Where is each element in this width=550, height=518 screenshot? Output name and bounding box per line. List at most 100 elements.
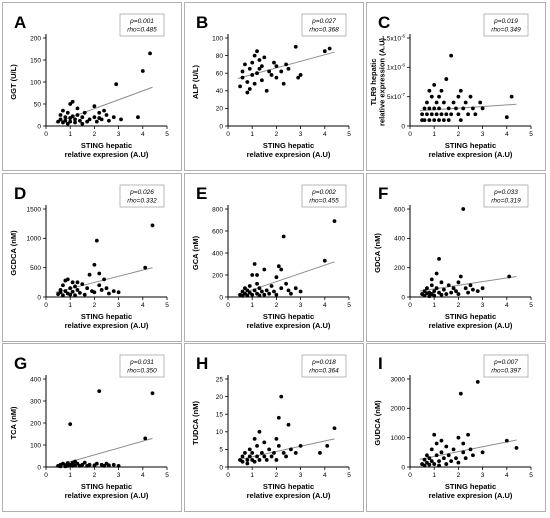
data-point: [471, 453, 475, 458]
rho-value: rho=0.397: [491, 368, 521, 375]
data-point: [68, 286, 73, 291]
x-tick-label: 5: [165, 472, 169, 479]
data-point: [264, 288, 269, 293]
x-tick-label: 5: [529, 131, 533, 138]
data-point: [434, 286, 439, 291]
data-point: [439, 450, 444, 455]
data-point: [463, 100, 468, 105]
data-point: [449, 53, 454, 58]
data-point: [97, 116, 102, 120]
trend-line: [419, 103, 517, 112]
data-point: [473, 112, 478, 117]
y-tick-label: 100: [30, 442, 41, 449]
data-point: [449, 112, 454, 117]
y-tick-exponent: -6: [401, 63, 405, 68]
y-axis-label: ALP (U/L): [191, 64, 200, 99]
panel-frame: [366, 173, 546, 342]
x-tick-label: 2: [275, 302, 279, 309]
data-point: [434, 112, 439, 117]
data-point: [504, 438, 509, 443]
data-point: [255, 273, 259, 277]
data-point: [247, 284, 252, 288]
panel-letter: F: [378, 184, 388, 203]
data-point: [250, 60, 255, 65]
data-point: [461, 450, 466, 455]
data-point: [444, 112, 449, 117]
panel-frame: [2, 173, 182, 342]
data-point: [286, 422, 291, 427]
panel-frame: [184, 173, 364, 342]
y-tick-label: 5x10-7: [387, 92, 406, 101]
data-point: [279, 267, 284, 272]
y-axis-label: TLR9 hepatic: [369, 58, 378, 105]
y-tick-label: 0: [37, 294, 41, 301]
rho-value: rho=0.332: [127, 198, 157, 205]
data-point: [451, 447, 456, 452]
data-point: [454, 106, 458, 111]
data-point: [449, 459, 454, 464]
stats-box: [483, 13, 529, 37]
trend-line: [55, 437, 153, 467]
y-tick-label: 0: [219, 123, 223, 130]
data-point: [427, 294, 432, 299]
panel-frame: [366, 343, 546, 512]
y-tick-label: 25: [216, 376, 224, 383]
data-point: [461, 441, 466, 446]
data-point: [432, 83, 437, 87]
x-tick-label: 2: [457, 302, 461, 309]
data-point: [247, 454, 252, 459]
y-axis-label: relative expression (A.U): [378, 38, 387, 126]
x-tick-label: 2: [275, 472, 279, 479]
data-point: [104, 113, 109, 117]
data-point: [427, 462, 432, 467]
x-tick-label: 1: [432, 472, 436, 479]
data-point: [274, 275, 279, 280]
data-point: [77, 118, 82, 123]
x-tick-label: 4: [141, 302, 145, 309]
data-point: [451, 286, 456, 291]
data-point: [432, 293, 437, 298]
data-point: [439, 438, 444, 443]
data-point: [274, 458, 279, 462]
x-axis-label: relative expresion (A.U): [247, 150, 331, 159]
data-point: [274, 292, 279, 297]
data-point: [247, 87, 252, 91]
data-point: [456, 292, 461, 296]
data-point: [437, 118, 441, 123]
data-point: [429, 277, 434, 282]
data-point: [259, 78, 264, 83]
data-point: [150, 223, 155, 228]
data-point: [509, 94, 514, 99]
p-value: p=0.018: [311, 359, 336, 366]
y-tick-label: 200: [212, 272, 223, 279]
p-value: p=0.001: [129, 18, 154, 25]
data-point: [466, 112, 470, 117]
y-tick-mantissa: 1.5x10: [381, 35, 401, 42]
data-point: [446, 118, 451, 123]
data-point: [429, 459, 434, 464]
data-point: [116, 464, 121, 468]
data-point: [446, 283, 451, 288]
data-point: [456, 94, 461, 99]
p-value: p=0.019: [493, 18, 518, 25]
trend-line: [237, 261, 335, 296]
data-point: [327, 46, 332, 51]
data-point: [432, 432, 437, 437]
data-point: [259, 451, 264, 455]
data-point: [61, 108, 65, 113]
p-value: p=0.033: [493, 189, 518, 196]
data-point: [264, 88, 269, 93]
x-tick-label: 1: [68, 472, 72, 479]
data-point: [107, 463, 111, 468]
y-tick-label: 200: [30, 35, 41, 42]
data-point: [262, 267, 267, 272]
data-point: [97, 271, 102, 276]
y-tick-label: 1000: [27, 236, 42, 243]
x-tick-label: 0: [408, 131, 412, 138]
data-point: [61, 293, 65, 298]
data-point: [111, 289, 116, 294]
data-point: [247, 66, 252, 71]
data-point: [422, 289, 427, 294]
x-tick-label: 3: [481, 302, 485, 309]
data-point: [480, 450, 485, 455]
